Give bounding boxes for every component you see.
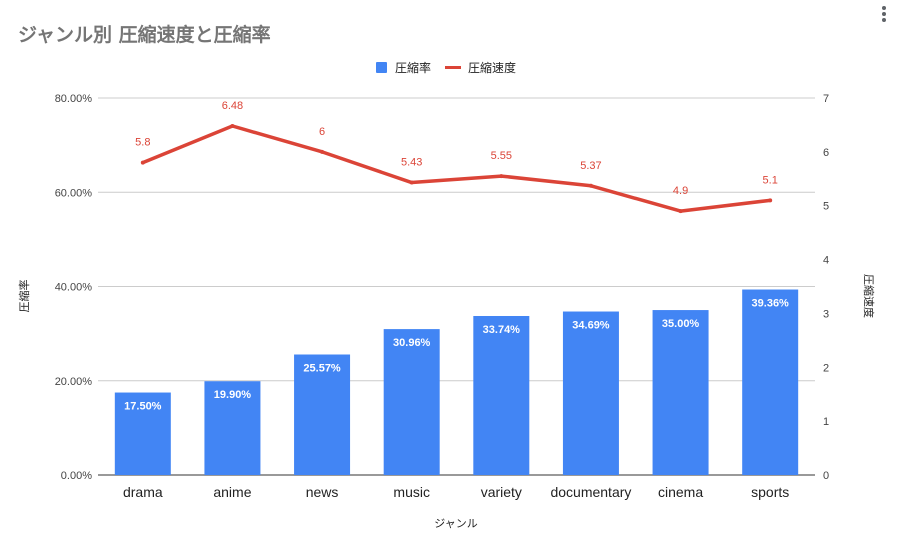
category-label: cinema	[658, 484, 703, 500]
line-data-labels: 5.8 6.48 6 5.43 5.55 5.37 4.9 5.1	[135, 100, 778, 197]
bar-data-label: 25.57%	[303, 363, 341, 375]
line-point[interactable]	[140, 160, 145, 165]
category-label: anime	[213, 484, 251, 500]
bar[interactable]	[294, 354, 351, 475]
line-data-label: 5.43	[401, 157, 422, 169]
left-axis-ticks: 0.00% 20.00% 40.00% 60.00% 80.00%	[55, 93, 93, 482]
right-tick-label: 0	[823, 470, 829, 482]
category-label: sports	[751, 484, 789, 500]
category-label: variety	[481, 484, 522, 500]
bar[interactable]	[204, 381, 261, 475]
x-axis-title: ジャンル	[434, 517, 477, 530]
line-point[interactable]	[499, 174, 504, 179]
legend-label-line: 圧縮速度	[468, 60, 516, 75]
line-point[interactable]	[768, 198, 773, 203]
x-axis-ticks: drama anime news music variety documentary cin…	[123, 484, 789, 500]
y2-axis-title: 圧縮速度	[862, 274, 876, 318]
bar-data-label: 39.36%	[752, 298, 790, 310]
category-label: drama	[123, 484, 163, 500]
chart-title: ジャンル別 圧縮速度と圧縮率	[18, 24, 271, 46]
category-label: news	[306, 484, 339, 500]
bar[interactable]	[562, 311, 619, 475]
bar-data-label: 19.90%	[214, 389, 252, 401]
bar-data-label: 35.00%	[662, 318, 700, 330]
bar[interactable]	[383, 329, 440, 475]
right-tick-label: 3	[823, 308, 829, 320]
line-point[interactable]	[230, 124, 235, 129]
right-tick-label: 1	[823, 416, 829, 428]
line-point[interactable]	[320, 149, 325, 154]
bar[interactable]	[473, 316, 530, 475]
y-axis-title: 圧縮率	[17, 280, 31, 313]
bar-series	[114, 289, 799, 475]
bar[interactable]	[742, 289, 799, 475]
right-tick-label: 6	[823, 147, 829, 159]
line-data-label: 6	[319, 126, 325, 138]
line-series	[140, 124, 773, 214]
line-data-label: 6.48	[222, 100, 243, 112]
right-tick-label: 5	[823, 201, 829, 213]
line-point[interactable]	[409, 180, 414, 185]
bar-data-label: 33.74%	[483, 324, 521, 336]
left-tick-label: 40.00%	[55, 282, 93, 294]
bar-data-label: 34.69%	[572, 320, 610, 332]
bar-data-label: 30.96%	[393, 337, 431, 349]
line-point[interactable]	[588, 183, 593, 188]
bar-data-label: 17.50%	[124, 401, 162, 413]
bar-data-labels: 17.50% 19.90% 25.57% 30.96% 33.74% 34.69% 35.0…	[124, 298, 789, 413]
right-tick-label: 2	[823, 362, 829, 374]
legend-label-bar: 圧縮率	[395, 60, 431, 75]
line-data-label: 4.9	[673, 185, 688, 197]
line-data-label: 5.37	[580, 160, 601, 172]
left-tick-label: 0.00%	[61, 470, 92, 482]
bar[interactable]	[652, 310, 709, 475]
series-line[interactable]	[142, 124, 771, 213]
line-data-label: 5.8	[135, 137, 150, 149]
right-tick-label: 7	[823, 93, 829, 105]
legend-swatch-bar	[376, 62, 387, 73]
left-tick-label: 60.00%	[55, 187, 93, 199]
category-label: documentary	[550, 484, 631, 500]
left-tick-label: 80.00%	[55, 93, 93, 105]
line-data-label: 5.55	[491, 150, 512, 162]
legend: 圧縮率 圧縮速度	[376, 60, 516, 75]
left-tick-label: 20.00%	[55, 376, 93, 388]
more-options-icon[interactable]	[877, 4, 891, 24]
bar[interactable]	[114, 392, 171, 475]
right-tick-label: 4	[823, 255, 829, 267]
line-data-label: 5.1	[763, 174, 778, 186]
line-point[interactable]	[678, 209, 683, 214]
right-axis-ticks: 0 1 2 3 4 5 6 7	[823, 93, 829, 482]
category-label: music	[393, 484, 430, 500]
